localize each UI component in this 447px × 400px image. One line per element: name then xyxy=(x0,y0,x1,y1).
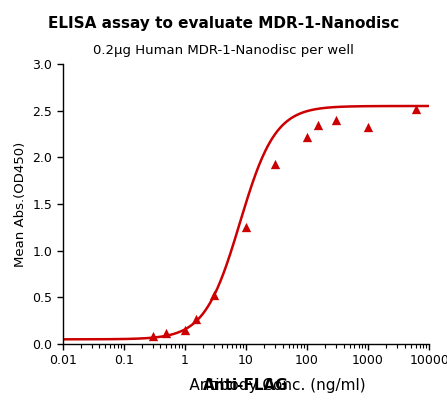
Point xyxy=(181,327,188,333)
Point xyxy=(304,134,311,140)
Point xyxy=(333,117,340,123)
Point xyxy=(314,122,321,128)
Point xyxy=(163,330,170,336)
Text: Antibody Conc. (ng/ml): Antibody Conc. (ng/ml) xyxy=(126,378,366,393)
Point xyxy=(242,224,249,230)
Point xyxy=(192,316,199,322)
Point xyxy=(271,161,278,167)
Text: Anti-FLAG: Anti-FLAG xyxy=(203,378,289,393)
Point xyxy=(149,332,156,339)
Text: 0.2μg Human MDR-1-Nanodisc per well: 0.2μg Human MDR-1-Nanodisc per well xyxy=(93,44,354,57)
Y-axis label: Mean Abs.(OD450): Mean Abs.(OD450) xyxy=(13,141,27,267)
Point xyxy=(364,124,371,131)
Text: ELISA assay to evaluate MDR-1-Nanodisc: ELISA assay to evaluate MDR-1-Nanodisc xyxy=(48,16,399,31)
Point xyxy=(211,292,218,299)
Point xyxy=(412,106,419,112)
